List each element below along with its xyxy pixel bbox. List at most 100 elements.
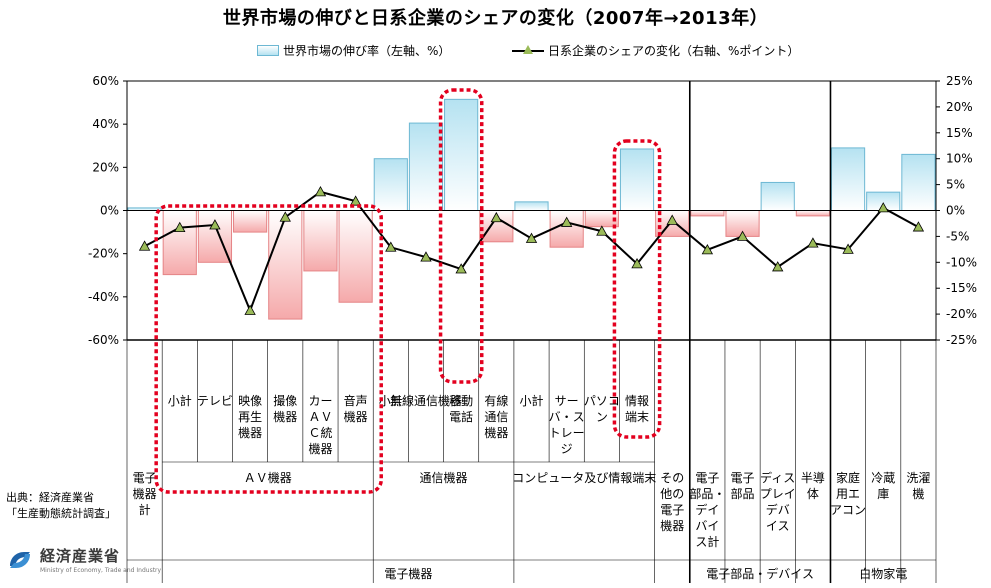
category-label-17: バイ bbox=[695, 519, 719, 533]
section-label-3: 白物家電 bbox=[859, 566, 907, 581]
legend-item-line: 日系企業のシェアの変化（右軸、%ポイント） bbox=[512, 42, 799, 59]
category-label-16: 機器 bbox=[660, 518, 684, 533]
category-label-3: テレビ bbox=[197, 394, 233, 408]
source-line-1: 出典：経済産業省 bbox=[6, 491, 94, 504]
category-label-12: 小計 bbox=[519, 393, 543, 408]
right-axis-tick-label: 25% bbox=[946, 74, 973, 88]
category-label-10: 電話 bbox=[449, 409, 473, 424]
bar-4 bbox=[233, 210, 268, 233]
left-axis-tick-label: -20% bbox=[88, 247, 119, 261]
share-marker-21 bbox=[842, 243, 854, 254]
right-axis-tick-label: 15% bbox=[946, 126, 973, 140]
category-label-17: ス計 bbox=[695, 534, 719, 549]
category-label-13: トレー bbox=[549, 426, 585, 440]
category-label-19: デバ bbox=[766, 502, 790, 517]
left-axis-tick-label: 0% bbox=[100, 204, 119, 218]
category-label-23: 機 bbox=[912, 486, 924, 501]
category-label-7: 音声 bbox=[344, 393, 368, 408]
share-marker-18 bbox=[736, 230, 749, 241]
category-label-23: 洗濯 bbox=[906, 471, 930, 485]
category-label-1: 電子 bbox=[133, 471, 157, 485]
bar-20 bbox=[795, 210, 830, 217]
section-label-2: 電子部品・デバイス bbox=[706, 566, 814, 581]
share-marker-7 bbox=[349, 195, 362, 206]
source-line-2: 「生産動態統計調査」 bbox=[6, 507, 116, 520]
left-axis-tick-label: 20% bbox=[92, 160, 119, 174]
bar-9 bbox=[408, 122, 444, 211]
right-axis-tick-label: 10% bbox=[946, 152, 973, 166]
category-label-4: 映像 bbox=[238, 394, 262, 408]
category-label-22: 庫 bbox=[877, 487, 889, 501]
category-label-13: バ・ス bbox=[549, 410, 585, 424]
share-marker-4 bbox=[244, 304, 256, 315]
category-label-7: 機器 bbox=[344, 409, 368, 424]
category-label-15: 端末 bbox=[625, 410, 649, 424]
share-marker-12 bbox=[525, 232, 538, 243]
category-label-19: イス bbox=[766, 519, 790, 533]
category-label-6: カー bbox=[308, 394, 332, 408]
right-axis-tick-label: -20% bbox=[946, 307, 977, 321]
category-label-13: ジ bbox=[561, 442, 573, 456]
highlight-mobile-box bbox=[438, 88, 484, 384]
category-label-21: 家庭 bbox=[836, 470, 860, 485]
category-label-20: 半導 bbox=[801, 471, 825, 485]
highlight-av-box bbox=[154, 204, 383, 494]
category-label-16: 電子 bbox=[660, 503, 684, 517]
category-label-6: Ｃ統 bbox=[308, 426, 332, 440]
category-label-20: 体 bbox=[807, 487, 819, 501]
category-label-21: 用エ bbox=[836, 487, 860, 501]
right-axis-tick-label: 20% bbox=[946, 100, 973, 114]
left-axis-tick-label: -40% bbox=[88, 290, 119, 304]
bar-swatch-icon bbox=[257, 45, 279, 56]
share-marker-6 bbox=[314, 186, 327, 197]
logo-name: 経済産業省 bbox=[40, 547, 121, 565]
category-label-6: 機器 bbox=[308, 441, 332, 456]
share-marker-2 bbox=[174, 221, 186, 232]
category-label-4: 再生 bbox=[238, 410, 262, 424]
share-marker-3 bbox=[209, 219, 221, 230]
right-axis-tick-label: -10% bbox=[946, 255, 977, 269]
meti-emblem-icon bbox=[10, 551, 30, 568]
category-label-15: 情報 bbox=[625, 394, 649, 408]
right-axis-tick-label: 0% bbox=[946, 204, 965, 218]
category-label-2: 小計 bbox=[168, 393, 192, 408]
share-marker-1 bbox=[138, 240, 151, 251]
category-label-17: 電子 bbox=[695, 471, 719, 485]
section-label-1: 電子機器 bbox=[384, 566, 432, 581]
category-label-22: 冷蔵 bbox=[871, 471, 895, 485]
bar-13 bbox=[549, 210, 584, 248]
left-axis-tick-label: 60% bbox=[92, 74, 119, 88]
line-marker-icon bbox=[512, 44, 544, 57]
legend-line-label: 日系企業のシェアの変化（右軸、%ポイント） bbox=[548, 44, 800, 58]
share-marker-15 bbox=[631, 258, 643, 269]
bar-19 bbox=[760, 181, 795, 211]
category-label-16: 他の bbox=[660, 487, 684, 501]
legend-bar-label: 世界市場の伸び率（左軸、%） bbox=[283, 44, 451, 58]
right-axis-tick-label: -15% bbox=[946, 281, 977, 295]
category-label-9: 無線通信機器 bbox=[390, 393, 462, 408]
right-axis-tick-label: -5% bbox=[946, 229, 969, 243]
category-label-19: プレイ bbox=[760, 487, 796, 501]
category-label-4: 機器 bbox=[238, 425, 262, 440]
source-note: 出典：経済産業省 「生産動態統計調査」 bbox=[6, 490, 116, 522]
share-marker-5 bbox=[279, 211, 291, 222]
category-label-16: その bbox=[660, 471, 684, 485]
category-label-1: 計 bbox=[139, 502, 151, 517]
category-label-11: 通信 bbox=[484, 410, 508, 424]
category-label-14: パソコ bbox=[584, 394, 620, 408]
category-label-14: ン bbox=[596, 410, 608, 424]
bar-12 bbox=[514, 201, 549, 212]
category-label-1: 機器 bbox=[133, 486, 157, 501]
share-marker-17 bbox=[701, 244, 714, 255]
group-label-2: 通信機器 bbox=[420, 470, 468, 485]
left-axis-tick-label: 40% bbox=[92, 117, 119, 131]
category-label-11: 機器 bbox=[484, 425, 508, 440]
category-label-18: 部品 bbox=[731, 486, 755, 501]
category-label-8: 小計 bbox=[379, 393, 403, 408]
bar-5 bbox=[268, 210, 303, 320]
bar-15 bbox=[619, 148, 655, 212]
share-marker-9 bbox=[420, 251, 432, 262]
category-label-5: 撮像 bbox=[273, 394, 297, 408]
